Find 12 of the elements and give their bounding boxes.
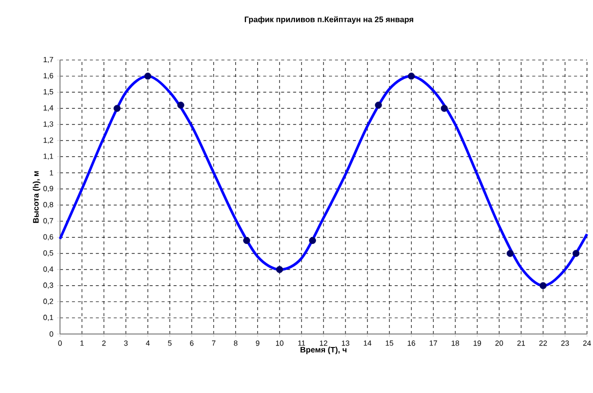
- point: [440, 104, 448, 112]
- point: [276, 266, 284, 274]
- point: [572, 250, 580, 257]
- point: [408, 72, 415, 80]
- point: [540, 282, 547, 290]
- point: [177, 102, 184, 109]
- point: [374, 102, 382, 109]
- point: [506, 250, 514, 257]
- point: [144, 72, 152, 80]
- point: [243, 237, 250, 244]
- point: [114, 104, 121, 112]
- point: [309, 237, 316, 244]
